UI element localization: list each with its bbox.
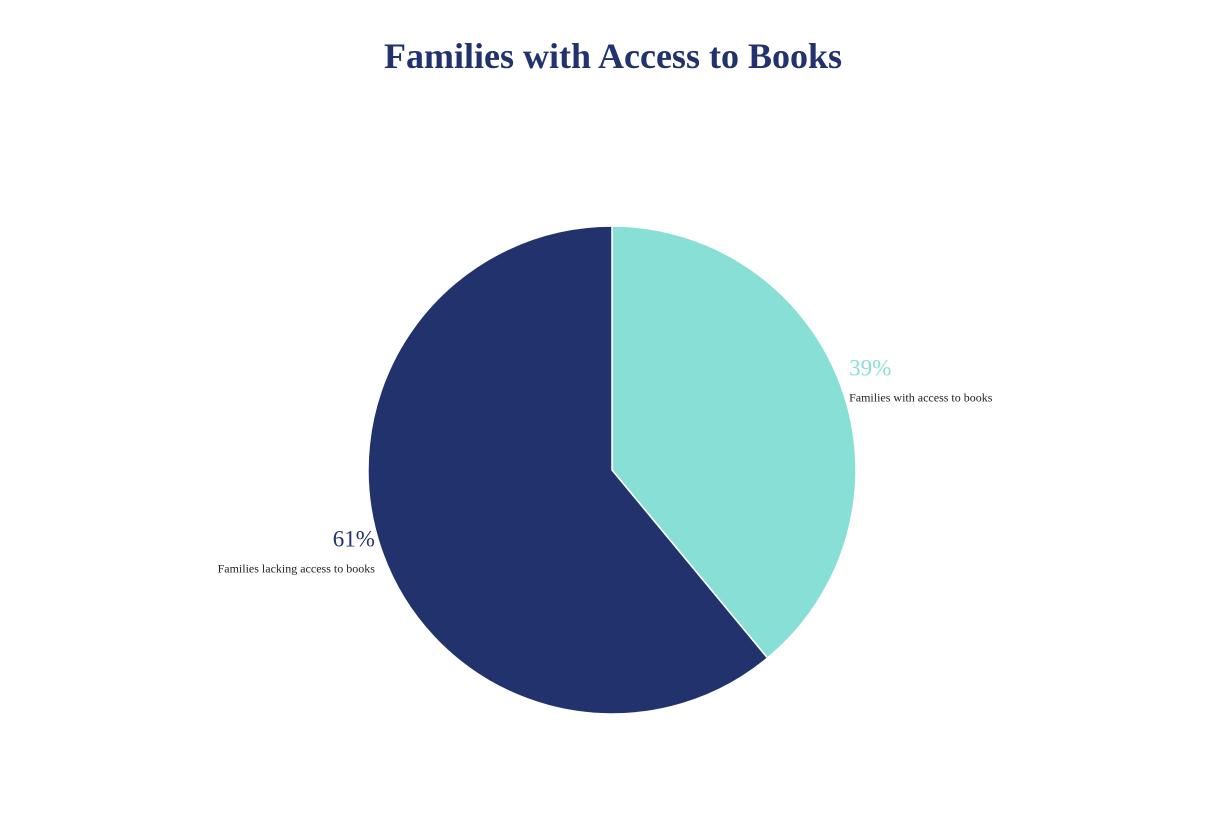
pie-slice-2 [367,225,769,715]
pie-slices [367,225,857,715]
chart-title: Families with Access to Books [384,36,842,76]
slice-value-label-2: 61% [333,526,375,551]
slice-category-label-2: Families lacking access to books [218,561,376,575]
pie-slice-1 [611,225,857,660]
pie-labels: 39% Families with access to books 61% Famil… [218,356,993,576]
slice-value-label-1: 39% [849,356,891,381]
slice-category-label-1: Families with access to books [849,391,993,405]
